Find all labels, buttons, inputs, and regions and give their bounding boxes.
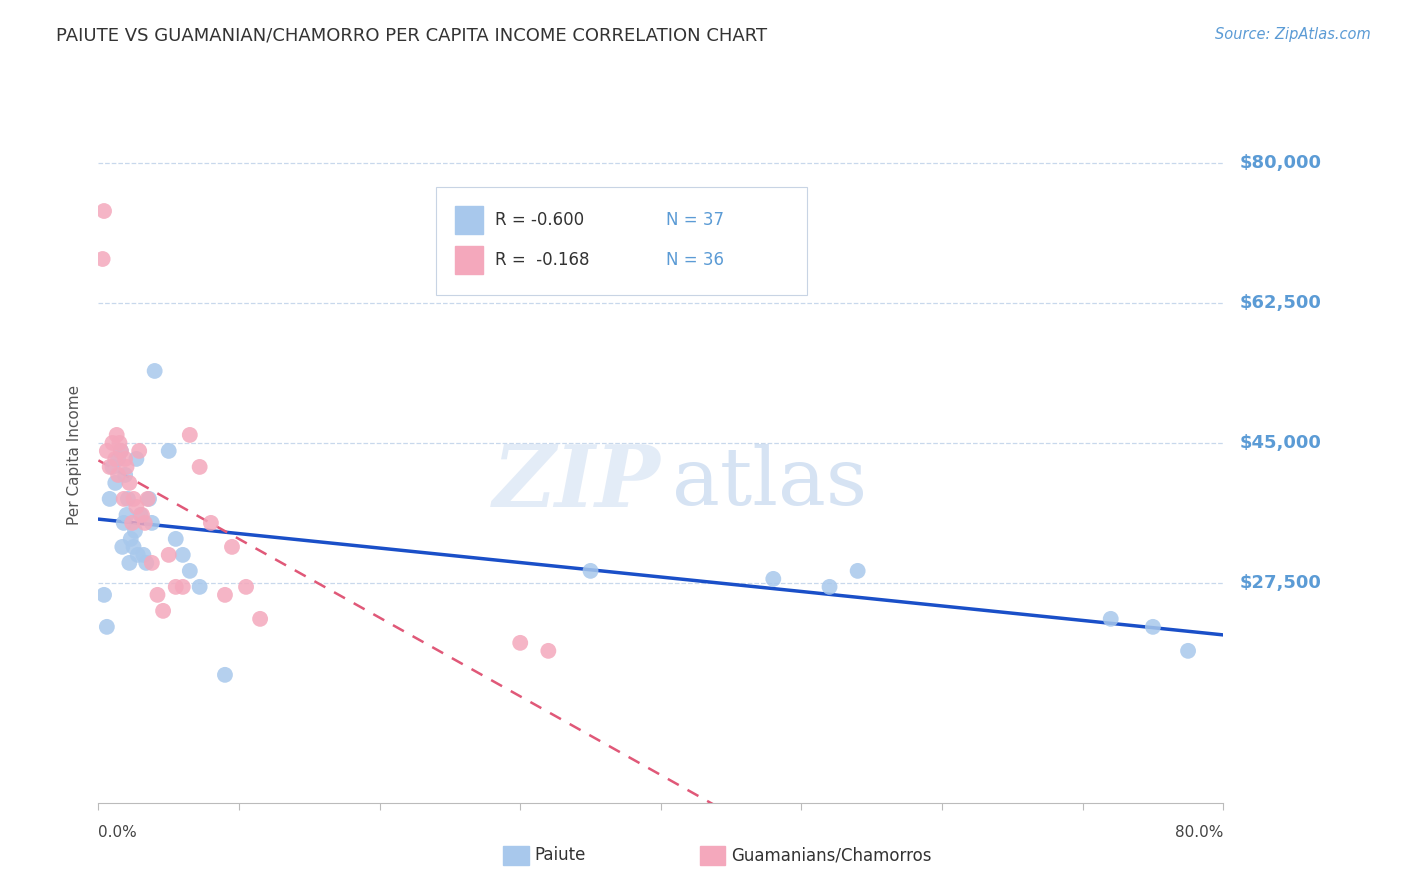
Point (93, 204, 115, 219)
Text: Paiute: Paiute (534, 847, 586, 864)
Text: Guamanians/Chamorros: Guamanians/Chamorros (731, 847, 932, 864)
Text: R = -0.600: R = -0.600 (495, 211, 585, 228)
Point (146, 588, 169, 602)
Point (114, 467, 136, 482)
Point (165, 580, 187, 594)
Point (157, 444, 180, 458)
Point (125, 451, 148, 466)
Point (200, 516, 222, 530)
Text: $80,000: $80,000 (1240, 154, 1322, 172)
Point (818, 580, 841, 594)
Point (249, 612, 271, 626)
Point (846, 564, 869, 578)
Point (172, 548, 194, 562)
Point (214, 668, 236, 682)
Point (121, 516, 143, 530)
Point (138, 491, 160, 506)
Point (129, 508, 152, 522)
Point (143, 364, 166, 378)
Point (120, 532, 142, 546)
Point (1177, 644, 1199, 658)
Point (101, 459, 124, 474)
Point (179, 564, 201, 578)
Point (128, 444, 150, 458)
Point (93, 588, 115, 602)
Point (105, 428, 128, 442)
Point (141, 556, 163, 570)
Point (214, 588, 236, 602)
Point (157, 548, 180, 562)
Point (96, 444, 118, 458)
Point (110, 444, 132, 458)
Text: 0.0%: 0.0% (98, 825, 138, 840)
Text: PAIUTE VS GUAMANIAN/CHAMORRO PER CAPITA INCOME CORRELATION CHART: PAIUTE VS GUAMANIAN/CHAMORRO PER CAPITA … (56, 27, 768, 45)
Point (104, 451, 127, 466)
Text: ZIP: ZIP (494, 441, 661, 524)
Point (117, 491, 139, 506)
Text: atlas: atlas (672, 443, 868, 522)
Text: Source: ZipAtlas.com: Source: ZipAtlas.com (1215, 27, 1371, 42)
Point (221, 540, 243, 554)
Point (152, 604, 174, 618)
Point (127, 548, 149, 562)
Bar (456, 246, 484, 274)
Point (579, 564, 602, 578)
Point (111, 540, 134, 554)
Text: N = 36: N = 36 (666, 252, 724, 269)
Point (108, 436, 131, 450)
Point (110, 444, 132, 458)
Point (141, 516, 163, 530)
Point (115, 508, 138, 522)
Point (165, 532, 187, 546)
Point (118, 556, 141, 570)
Point (122, 491, 145, 506)
Point (135, 556, 157, 570)
Text: $62,500: $62,500 (1240, 294, 1322, 312)
Point (132, 548, 155, 562)
Text: $45,000: $45,000 (1240, 434, 1322, 452)
Point (509, 636, 531, 650)
Point (98, 491, 121, 506)
Point (136, 491, 159, 506)
Point (235, 580, 257, 594)
Point (104, 475, 127, 490)
Point (112, 516, 135, 530)
Point (134, 516, 156, 530)
Point (537, 644, 560, 658)
Point (179, 428, 201, 442)
Text: 80.0%: 80.0% (1175, 825, 1223, 840)
Bar (456, 206, 484, 234)
Text: R =  -0.168: R = -0.168 (495, 252, 591, 269)
Point (101, 436, 124, 450)
Point (762, 572, 785, 586)
FancyBboxPatch shape (436, 187, 807, 295)
Point (112, 491, 135, 506)
Point (122, 540, 145, 554)
Point (91, 252, 114, 266)
Y-axis label: Per Capita Income: Per Capita Income (67, 384, 83, 525)
Point (107, 467, 129, 482)
Point (124, 524, 146, 538)
Text: $27,500: $27,500 (1240, 574, 1322, 592)
Point (188, 459, 211, 474)
Point (115, 459, 138, 474)
Point (1099, 612, 1122, 626)
Point (96, 620, 118, 634)
Point (188, 580, 211, 594)
Point (114, 451, 136, 466)
Point (1142, 620, 1164, 634)
Point (131, 508, 153, 522)
Point (107, 451, 129, 466)
Text: N = 37: N = 37 (666, 211, 724, 228)
Point (118, 475, 141, 490)
Point (98, 459, 121, 474)
Point (172, 580, 194, 594)
Point (125, 500, 148, 514)
